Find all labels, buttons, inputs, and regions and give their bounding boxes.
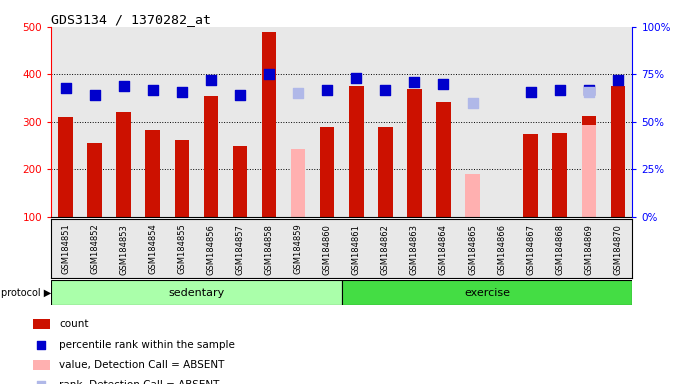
Point — [292, 90, 303, 96]
Bar — [262, 31, 276, 217]
Bar — [116, 113, 131, 217]
Bar — [378, 127, 392, 217]
Point — [525, 88, 536, 94]
Point — [351, 75, 362, 81]
Text: GSM184865: GSM184865 — [468, 223, 477, 275]
Point — [613, 77, 624, 83]
Bar — [33, 360, 50, 370]
Bar — [320, 127, 335, 217]
Point — [148, 86, 158, 93]
Text: GSM184853: GSM184853 — [119, 223, 128, 275]
Bar — [233, 146, 248, 217]
Point — [36, 341, 47, 348]
Bar — [581, 125, 596, 217]
Text: GSM184866: GSM184866 — [497, 223, 506, 275]
Bar — [146, 131, 160, 217]
Point — [322, 86, 333, 93]
Point — [264, 71, 275, 78]
Text: exercise: exercise — [464, 288, 510, 298]
Bar — [407, 89, 422, 217]
Text: GSM184869: GSM184869 — [584, 223, 593, 275]
Point — [60, 84, 71, 91]
Text: sedentary: sedentary — [168, 288, 224, 298]
Text: GSM184858: GSM184858 — [265, 223, 273, 275]
Bar — [581, 116, 596, 217]
Bar — [51, 280, 341, 305]
Point — [409, 79, 420, 85]
Text: count: count — [59, 319, 89, 329]
Bar — [436, 102, 451, 217]
Text: GDS3134 / 1370282_at: GDS3134 / 1370282_at — [51, 13, 211, 26]
Text: GSM184867: GSM184867 — [526, 223, 535, 275]
Text: GSM184860: GSM184860 — [323, 223, 332, 275]
Point — [467, 100, 478, 106]
Text: GSM184859: GSM184859 — [294, 223, 303, 275]
Bar — [341, 280, 632, 305]
Point — [36, 382, 47, 384]
Text: GSM184857: GSM184857 — [235, 223, 244, 275]
Point — [583, 88, 594, 94]
Text: GSM184861: GSM184861 — [352, 223, 360, 275]
Point — [554, 86, 565, 93]
Text: GSM184863: GSM184863 — [410, 223, 419, 275]
Text: GSM184856: GSM184856 — [207, 223, 216, 275]
Text: rank, Detection Call = ABSENT: rank, Detection Call = ABSENT — [59, 381, 220, 384]
Text: GSM184851: GSM184851 — [61, 223, 70, 275]
Bar — [175, 140, 189, 217]
Bar — [203, 96, 218, 217]
Point — [583, 86, 594, 93]
Point — [118, 83, 129, 89]
Text: GSM184868: GSM184868 — [556, 223, 564, 275]
Text: percentile rank within the sample: percentile rank within the sample — [59, 339, 235, 349]
Text: GSM184855: GSM184855 — [177, 223, 186, 275]
Bar — [552, 133, 567, 217]
Bar — [524, 134, 538, 217]
Text: GSM184852: GSM184852 — [90, 223, 99, 275]
Text: GSM184854: GSM184854 — [148, 223, 157, 275]
Text: GSM184862: GSM184862 — [381, 223, 390, 275]
Bar — [349, 86, 364, 217]
Text: value, Detection Call = ABSENT: value, Detection Call = ABSENT — [59, 360, 224, 370]
Bar — [465, 174, 480, 217]
Bar — [291, 149, 305, 217]
Bar — [611, 86, 625, 217]
Text: protocol ▶: protocol ▶ — [1, 288, 52, 298]
Point — [380, 86, 391, 93]
Bar — [33, 319, 50, 329]
Point — [205, 77, 216, 83]
Point — [438, 81, 449, 87]
Bar — [87, 143, 102, 217]
Text: GSM184870: GSM184870 — [613, 223, 622, 275]
Point — [235, 92, 245, 98]
Point — [89, 92, 100, 98]
Bar — [58, 117, 73, 217]
Text: GSM184864: GSM184864 — [439, 223, 448, 275]
Point — [176, 88, 187, 94]
